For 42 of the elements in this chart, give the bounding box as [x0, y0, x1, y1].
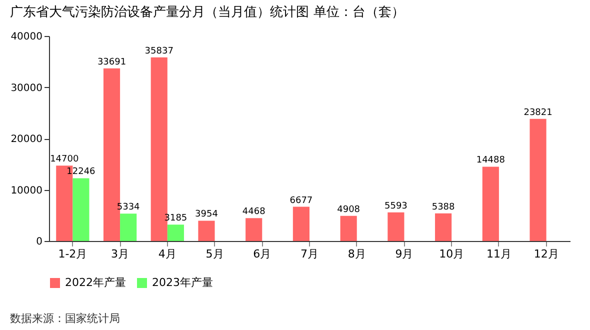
source-note: 数据来源：国家统计局 — [10, 311, 120, 326]
x-tick-label: 4月 — [158, 248, 176, 260]
y-tick-label: 30000 — [10, 82, 42, 94]
bar — [167, 224, 184, 241]
x-tick-label: 11月 — [486, 248, 512, 260]
data-label: 5593 — [384, 201, 408, 212]
y-tick-label: 40000 — [10, 32, 42, 42]
bar — [340, 216, 357, 241]
data-label: 14488 — [476, 156, 506, 166]
data-label: 3954 — [195, 210, 218, 220]
y-tick-label: 20000 — [10, 134, 42, 145]
x-tick-label: 7月 — [300, 248, 318, 260]
y-tick-label: 10000 — [10, 185, 42, 196]
data-label: 4468 — [242, 207, 266, 218]
x-tick-label: 10月 — [439, 248, 464, 260]
data-label: 35837 — [144, 46, 174, 56]
bar — [246, 218, 262, 241]
x-tick-label: 8月 — [348, 248, 366, 260]
x-tick-label: 6月 — [253, 248, 272, 260]
chart-title: 广东省大气污染防治设备产量分月（当月值）统计图 单位：台（套） — [10, 5, 404, 20]
bar — [530, 118, 546, 241]
data-label: 33691 — [97, 57, 126, 68]
bar — [388, 212, 404, 241]
data-label: 6677 — [290, 196, 313, 206]
legend-label: 2023年产量 — [152, 276, 213, 289]
data-label: 5388 — [432, 202, 456, 212]
x-tick-label: 5月 — [206, 248, 224, 260]
legend-label: 2022年产量 — [65, 276, 126, 289]
x-tick-label: 9月 — [395, 248, 414, 260]
data-label: 14700 — [50, 154, 79, 165]
x-tick-label: 1-2月 — [58, 248, 88, 260]
y-tick-label: 0 — [36, 236, 42, 248]
bar — [198, 220, 215, 241]
data-label: 4908 — [337, 204, 360, 215]
bar — [482, 166, 499, 241]
x-tick-label: 12月 — [534, 248, 559, 260]
data-label: 23821 — [524, 108, 552, 118]
bar — [292, 206, 310, 241]
bar — [435, 213, 452, 241]
bar — [72, 178, 90, 241]
x-tick-label: 3月 — [111, 248, 130, 260]
bar — [120, 214, 137, 241]
